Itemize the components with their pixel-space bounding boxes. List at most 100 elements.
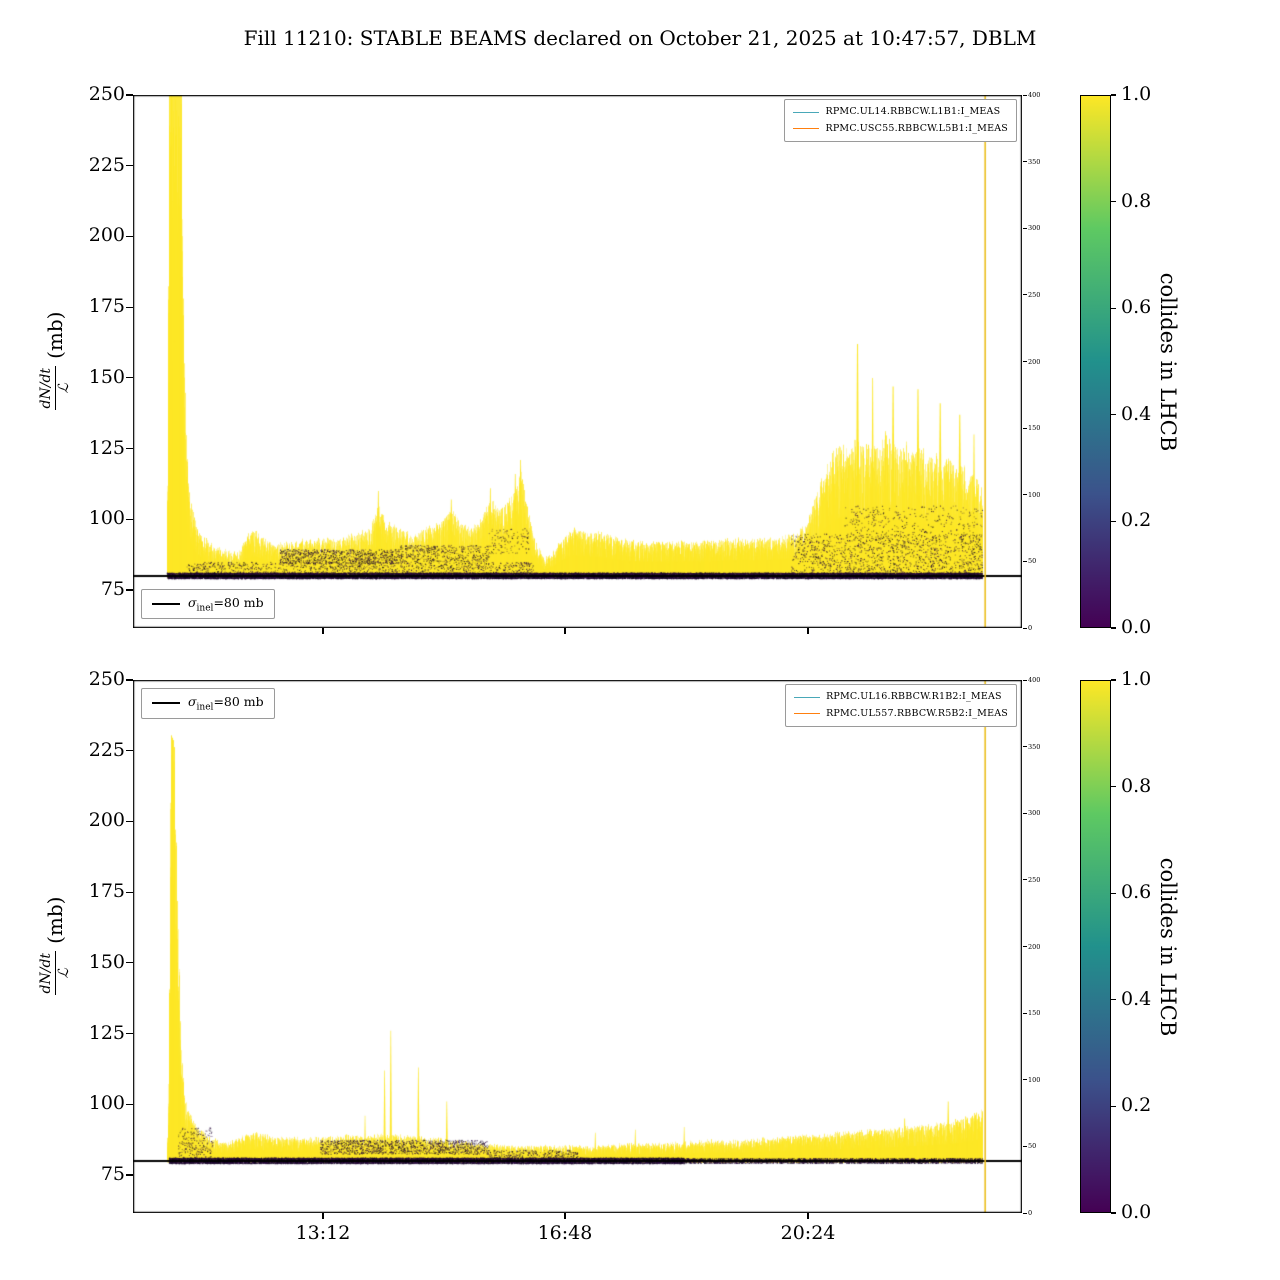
colorbar-tick-mark [1111,999,1116,1001]
x-tick-mark [564,628,566,634]
legend-entry: RPMC.UL557.RBBCW.R5B2:I_MEAS [794,706,1008,723]
y-tick-mark [126,1174,133,1176]
colorbar-tick-label: 0.0 [1121,1201,1152,1223]
right-axis-tick-mark [1023,1212,1027,1214]
right-axis-tick-mark [1023,946,1027,947]
y-axis-fraction: dN/dt ℒ [37,365,73,411]
y-tick-mark [126,94,133,96]
y-axis-fraction: dN/dt ℒ [37,950,73,996]
right-axis-tick-label: 250 [1028,875,1041,884]
colorbar-tick-label: 0.8 [1121,774,1152,797]
colorbar-tick-mark [1111,1105,1116,1107]
colorbar-tick-label: 1.0 [1121,668,1152,690]
colorbar-tick-mark [1111,414,1116,416]
y-tick-label: 150 [88,365,125,388]
legend-label-2: RPMC.UL557.RBBCW.R5B2:I_MEAS [826,707,1008,719]
y-tick-label: 250 [88,668,125,690]
right-axis-tick-label: 50 [1028,557,1037,566]
y-tick-label: 175 [88,880,125,903]
colorbar-tick-label: 0.6 [1121,881,1152,904]
right-axis-tick-label: 150 [1028,1009,1041,1018]
right-axis-tick-mark [1023,1145,1027,1147]
right-axis-tick-mark [1023,161,1027,163]
colorbar-tick-mark [1111,1212,1116,1214]
legend-entry: RPMC.UL14.RBBCW.L1B1:I_MEAS [793,104,1008,121]
y-tick-mark [126,962,133,964]
y-tick-mark [126,448,133,450]
bottom-panel: RPMC.UL16.RBBCW.R1B2:I_MEAS RPMC.UL557.R… [133,680,1022,1213]
x-tick-mark [322,1213,324,1219]
x-tick-label: 16:48 [537,1222,593,1244]
colorbar-tick-mark [1111,679,1116,681]
right-axis-tick-label: 250 [1028,290,1041,299]
y-tick-mark [126,679,133,681]
legend-label-2: RPMC.USC55.RBBCW.L5B1:I_MEAS [825,122,1008,134]
y-axis-unit: (mb) [43,896,67,944]
top-legend: RPMC.UL14.RBBCW.L1B1:I_MEAS RPMC.USC55.R… [784,99,1017,143]
colorbar-axis-label: collides in LHCB [1156,272,1180,451]
right-axis-tick-label: 200 [1028,357,1041,366]
colorbar-tick-label: 1.0 [1121,83,1152,105]
y-tick-label: 250 [88,83,125,105]
colorbar-axis-label: collides in LHCB [1156,857,1180,1036]
colorbar-tick-label: 0.0 [1121,616,1152,638]
bottom-y-axis-label: dN/dt ℒ (mb) [33,861,77,1031]
colorbar-tick-mark [1111,201,1116,203]
right-axis-tick-label: 0 [1028,624,1033,632]
sigma-line-icon [152,702,180,705]
bottom-sigma-legend: σinel=80 mb [141,688,275,719]
top-panel: RPMC.UL14.RBBCW.L1B1:I_MEAS RPMC.USC55.R… [133,95,1022,628]
y-tick-label: 75 [100,1163,125,1186]
right-axis-tick-mark [1023,1079,1027,1081]
right-axis-tick-mark [1023,494,1027,496]
right-axis-tick-mark [1023,294,1027,296]
right-axis-tick-label: 100 [1028,490,1041,499]
top-sigma-legend: σinel=80 mb [141,588,275,619]
right-axis-tick-label: 150 [1028,424,1041,433]
y-tick-label: 100 [88,1092,125,1115]
legend-line-2-icon [793,128,820,130]
x-tick-mark [807,1213,809,1219]
colorbar-tick-label: 0.6 [1121,296,1152,319]
y-tick-label: 125 [88,1021,125,1044]
y-tick-label: 200 [88,224,125,247]
right-axis-tick-label: 400 [1028,91,1041,99]
x-tick-label: 13:12 [295,1222,351,1244]
right-axis-tick-mark [1023,361,1027,362]
y-tick-mark [126,306,133,308]
y-tick-mark [126,235,133,238]
y-tick-label: 225 [88,738,125,761]
y-tick-mark [126,891,133,893]
right-axis-tick-mark [1023,1012,1027,1014]
fraction-numerator: dN/dt [37,365,56,411]
colorbar-tick-mark [1111,627,1116,629]
right-axis-tick-mark [1023,427,1027,429]
fraction-numerator: dN/dt [37,950,56,996]
y-tick-mark [126,1033,133,1035]
y-tick-label: 125 [88,436,125,459]
colorbar-tick-mark [1111,520,1116,522]
right-axis-tick-label: 100 [1028,1075,1041,1084]
y-tick-mark [126,820,133,823]
colorbar-tick-label: 0.4 [1121,402,1152,425]
y-tick-mark [126,377,133,379]
y-tick-label: 150 [88,950,125,973]
right-axis-tick-label: 200 [1028,942,1041,951]
top-plot-canvas [133,95,1022,628]
colorbar [1080,680,1111,1213]
x-tick-mark [322,628,324,634]
legend-line-1-icon [793,111,820,113]
right-axis-tick-mark [1023,812,1027,814]
right-axis-tick-mark [1023,94,1027,96]
y-tick-label: 175 [88,295,125,318]
y-tick-mark [126,165,133,167]
legend-line-2-icon [794,713,821,715]
right-axis-tick-label: 0 [1028,1209,1033,1217]
right-axis-tick-label: 50 [1028,1142,1037,1151]
right-axis-tick-mark [1023,679,1027,681]
fraction-denominator: ℒ [55,968,72,979]
colorbar-tick-label: 0.8 [1121,189,1152,212]
right-axis-tick-label: 300 [1028,809,1041,818]
y-tick-label: 200 [88,809,125,832]
